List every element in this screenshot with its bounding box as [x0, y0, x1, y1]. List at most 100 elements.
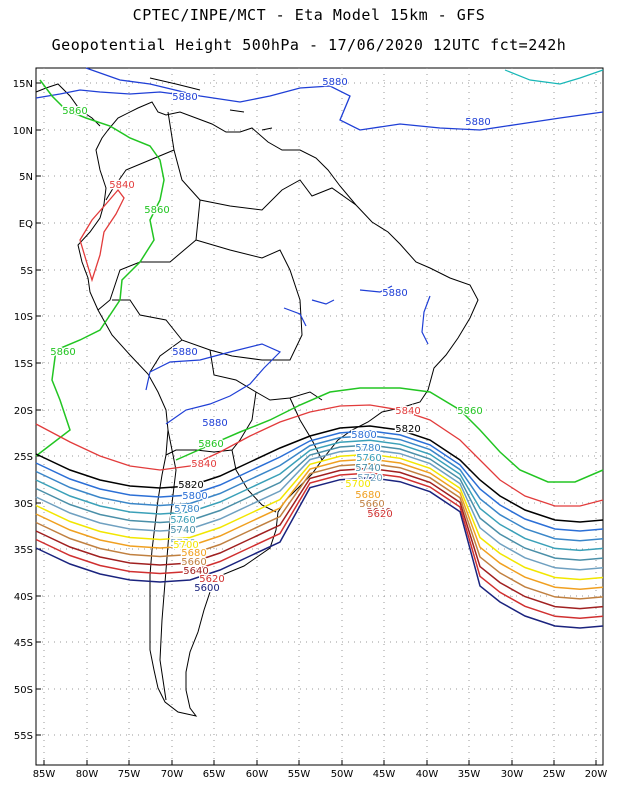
- contour-label-5660: 5660: [359, 499, 384, 510]
- contour-label-5720: 5720: [357, 473, 382, 484]
- contour-label-5720: 5720: [170, 538, 195, 549]
- axis-ticks: 85W 80W 75W 70W 65W 60W 55W 50W 45W 40W 35W 30W 25W 2…: [13, 79, 608, 780]
- caribbean-islands: [149, 77, 273, 131]
- lat-tick-label: 5S: [20, 266, 33, 277]
- contour-label-5700: 5700: [173, 540, 198, 551]
- lat-tick-label: 10S: [14, 312, 33, 323]
- contour-5640: [35, 467, 604, 610]
- lon-tick-label: 75W: [118, 769, 141, 780]
- contour-5700: [35, 453, 604, 581]
- map-frame: [35, 67, 604, 766]
- contour-label-5860: 5860: [457, 406, 482, 417]
- lat-tick-label: EQ: [19, 219, 33, 230]
- contour-label-5820: 5820: [395, 424, 420, 435]
- contour-5740: [35, 444, 604, 561]
- lon-tick-label: 60W: [246, 769, 269, 780]
- contour-5720: [35, 448, 604, 571]
- lat-tick-label: 5N: [19, 172, 33, 183]
- contour-label-5860: 5860: [50, 347, 75, 358]
- lat-tick-label: 50S: [14, 685, 33, 696]
- contour-label-5740: 5740: [170, 525, 195, 536]
- contour-5860: [35, 79, 165, 457]
- lon-tick-label: 30W: [501, 769, 524, 780]
- contour-label-5640: 5640: [366, 507, 391, 518]
- contour-5880-coast: [421, 295, 431, 345]
- lon-tick-label: 25W: [543, 769, 566, 780]
- lon-tick-label: 55W: [288, 769, 311, 780]
- lat-tick-label: 45S: [14, 638, 33, 649]
- contour-label-5600: 5600: [194, 583, 219, 594]
- contour-5600: [35, 476, 604, 629]
- contour-5880-interior: [145, 343, 282, 425]
- contour-5760: [35, 439, 604, 552]
- lat-tick-label: 30S: [14, 499, 33, 510]
- contour-bands: [35, 430, 604, 629]
- south-america-coast: [77, 101, 479, 717]
- chart-subtitle: Geopotential Height 500hPa - 17/06/2020 …: [51, 36, 567, 54]
- lon-tick-label: 65W: [203, 769, 226, 780]
- contour-label-5880: 5880: [172, 92, 197, 103]
- contour-5680: [35, 458, 604, 590]
- contour-label-5880: 5880: [382, 288, 407, 299]
- lon-tick-label: 85W: [33, 769, 56, 780]
- lat-tick-label: 40S: [14, 592, 33, 603]
- contour-label-5780: 5780: [355, 443, 380, 454]
- contour-5660: [35, 462, 604, 600]
- lat-tick-label: 35S: [14, 545, 33, 556]
- contour-label-5780: 5780: [174, 504, 199, 515]
- contour-5880-north: [35, 89, 191, 99]
- lon-tick-label: 45W: [373, 769, 396, 780]
- contour-label-5820: 5820: [178, 480, 203, 491]
- contour-label-5840: 5840: [395, 406, 420, 417]
- contour-5780: [35, 434, 604, 542]
- lat-tick-label: 20S: [14, 406, 33, 417]
- contour-label-5860: 5860: [198, 439, 223, 450]
- contour-5900: [504, 69, 604, 85]
- contour-label-5800: 5800: [351, 430, 376, 441]
- lat-tick-label: 10N: [13, 126, 33, 137]
- contour-5620: [35, 472, 604, 620]
- contour-label-5620: 5620: [367, 509, 392, 520]
- contour-label-5700: 5700: [345, 479, 370, 490]
- contour-label-5640: 5640: [183, 566, 208, 577]
- contour-label-5880: 5880: [172, 347, 197, 358]
- contour-label-5760: 5760: [356, 453, 381, 464]
- contour-label-5880: 5880: [322, 77, 347, 88]
- contour-label-5860: 5860: [62, 106, 87, 117]
- contour-label-5680: 5680: [355, 490, 380, 501]
- lon-tick-label: 20W: [585, 769, 608, 780]
- contour-label-5680: 5680: [181, 548, 206, 559]
- contour-lines: [35, 67, 604, 523]
- contour-label-5760: 5760: [170, 515, 195, 526]
- chart-title: CPTEC/INPE/MCT - Eta Model 15km - GFS: [132, 6, 486, 24]
- contour-5800: [35, 430, 604, 532]
- contour-5840: [35, 404, 604, 507]
- contour-label-5880: 5880: [465, 117, 490, 128]
- contour-5840-north: [79, 188, 125, 283]
- lon-tick-label: 35W: [458, 769, 481, 780]
- lat-tick-label: 25S: [14, 452, 33, 463]
- graticule: [36, 68, 603, 765]
- lat-tick-label: 15N: [13, 79, 33, 90]
- country-borders: [97, 111, 357, 701]
- lon-tick-label: 80W: [76, 769, 99, 780]
- lat-tick-label: 55S: [14, 731, 33, 742]
- contour-labels: 5880 5880 5880 5880 5880 5880 5860 5860 5860 5860…: [49, 76, 492, 596]
- contour-label-5800: 5800: [182, 491, 207, 502]
- contour-label-5840: 5840: [191, 459, 216, 470]
- lat-tick-label: 15S: [14, 359, 33, 370]
- contour-5880-brazil: [283, 285, 393, 327]
- contour-5860-south: [175, 387, 604, 483]
- contour-label-5660: 5660: [181, 557, 206, 568]
- lon-tick-label: 40W: [416, 769, 439, 780]
- lon-tick-label: 50W: [331, 769, 354, 780]
- contour-5880: [85, 67, 604, 131]
- contour-label-5840: 5840: [109, 180, 134, 191]
- lon-tick-label: 70W: [161, 769, 184, 780]
- contour-label-5740: 5740: [355, 463, 380, 474]
- contour-label-5620: 5620: [199, 574, 224, 585]
- contour-label-5880: 5880: [202, 418, 227, 429]
- contour-5820: [35, 425, 604, 523]
- contour-label-5860: 5860: [144, 205, 169, 216]
